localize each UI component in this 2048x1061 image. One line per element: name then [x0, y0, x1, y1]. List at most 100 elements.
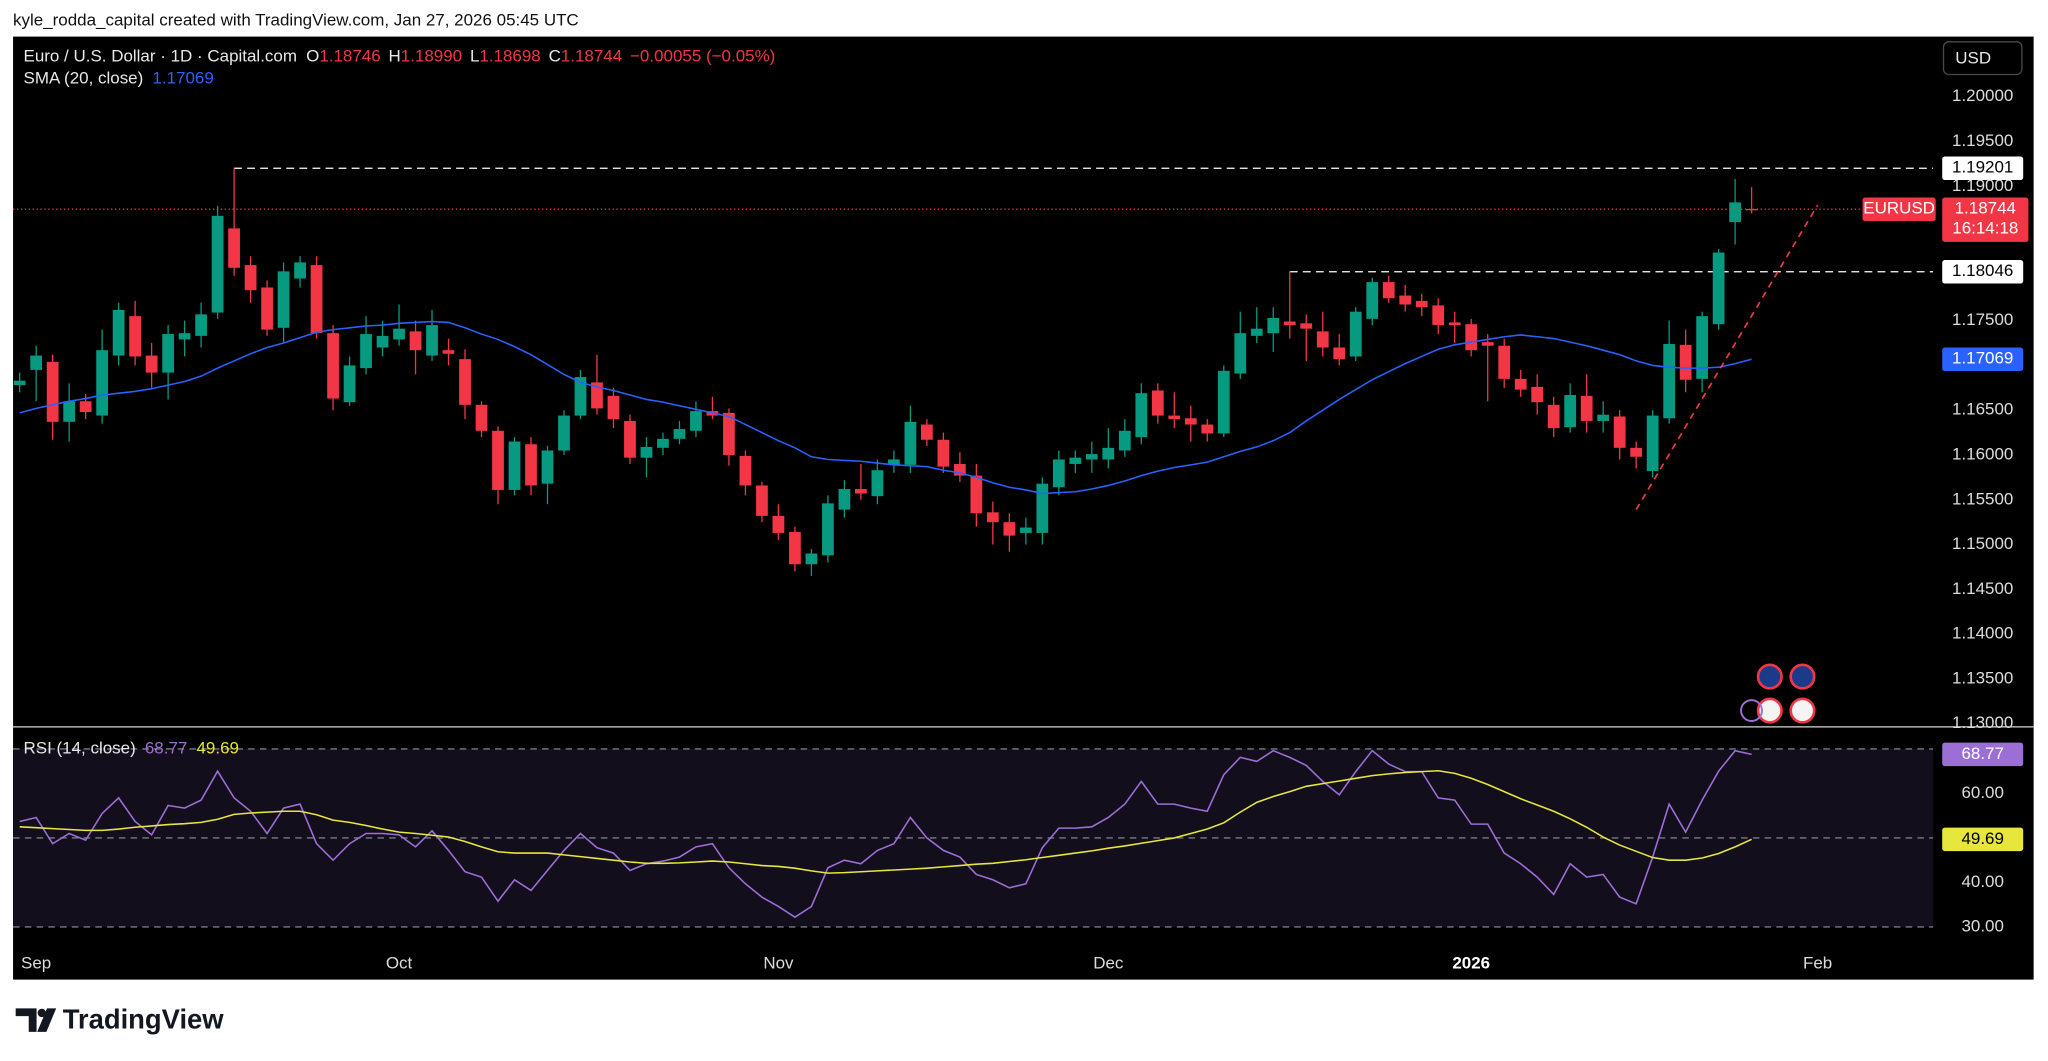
candle-body — [145, 355, 158, 373]
change-value: −0.00055 (−0.05%) — [630, 47, 775, 66]
candle-body — [1283, 321, 1296, 326]
candle-body — [178, 333, 191, 340]
legend-line: RSI (14, close) 68.77 49.69 — [24, 739, 239, 758]
candle-body — [1415, 300, 1428, 308]
legend-line: SMA (20, close) 1.17069 — [24, 69, 214, 88]
y-tick-label: 60.00 — [1961, 783, 2003, 802]
candle-body — [228, 228, 240, 268]
candle-body — [1003, 522, 1016, 536]
event-icon[interactable] — [1789, 697, 1816, 724]
candle-body — [822, 503, 834, 556]
event-icon[interactable] — [1756, 663, 1783, 690]
series-tag-label: 1.17069 — [1952, 349, 2013, 368]
candle-body — [1234, 333, 1247, 374]
candle-body — [1448, 322, 1461, 326]
candle-body — [1630, 447, 1643, 457]
candle-body — [327, 333, 339, 399]
series-tag — [1942, 827, 2024, 852]
currency-button[interactable]: USD — [1942, 41, 2023, 76]
series-line — [19, 749, 1752, 919]
credit: kyle_rodda_capital created with TradingV… — [13, 10, 579, 29]
event-icon[interactable] — [1740, 699, 1763, 722]
event-icons — [1740, 663, 1816, 724]
level-tag-label: 1.19201 — [1952, 158, 2013, 177]
candle-body — [739, 455, 752, 486]
candle-body — [1481, 342, 1494, 346]
candle-body — [129, 316, 142, 357]
y-tick-label: 1.15000 — [1952, 534, 2013, 553]
candle-body — [360, 334, 372, 369]
candle-body — [442, 350, 455, 354]
candle-body — [1564, 394, 1577, 428]
candle-body — [13, 380, 26, 386]
candle-body — [673, 429, 686, 439]
candle-body — [79, 401, 92, 412]
candle-body — [1300, 323, 1313, 329]
candle-body — [1118, 430, 1131, 451]
currency-label[interactable]: USD — [1955, 48, 1991, 67]
candle-body — [1547, 404, 1560, 429]
x-tick-label: Dec — [1093, 953, 1124, 972]
series-value: 49.69 — [196, 739, 238, 758]
logo-mark — [37, 1008, 57, 1032]
candle-body — [690, 411, 702, 431]
series-tag-label: 68.77 — [1961, 744, 2003, 763]
candle-body — [492, 430, 504, 490]
series-value: 68.77 — [145, 739, 187, 758]
candle-body — [1201, 424, 1214, 434]
candle-body — [376, 335, 389, 348]
candle-body — [1696, 316, 1709, 379]
currency-box[interactable] — [1942, 41, 2023, 76]
candle-body — [1366, 282, 1379, 319]
level-tag-label: 1.18046 — [1952, 261, 2013, 280]
candle-body — [393, 328, 405, 340]
candle-body — [1465, 324, 1478, 351]
event-icon[interactable] — [1789, 663, 1816, 690]
candle-body — [426, 325, 438, 356]
candle-body — [1663, 343, 1676, 419]
candle-body — [838, 489, 851, 510]
y-tick-label: 40.00 — [1961, 872, 2003, 891]
x-tick-label: Nov — [763, 953, 794, 972]
candle-body — [1085, 454, 1098, 460]
trendline — [1635, 204, 1819, 511]
logo-mark — [37, 1008, 46, 1018]
candle-body — [1432, 305, 1445, 326]
candle-body — [937, 439, 950, 467]
candle-body — [46, 361, 59, 422]
y-tick-label: 30.00 — [1961, 916, 2003, 935]
brand-logo — [15, 1008, 57, 1032]
candle-body — [1514, 378, 1527, 390]
y-tick-label: 1.13000 — [1952, 713, 2013, 732]
symbol-tag-label: EURUSD — [1863, 199, 1935, 218]
candle-body — [1712, 252, 1725, 325]
price-tag — [1942, 197, 2029, 242]
candle-body — [1729, 202, 1742, 223]
candle-body — [1580, 395, 1593, 421]
candle-body — [63, 401, 76, 422]
y-tick-label: 1.16000 — [1952, 444, 2013, 463]
series-tag-label: 49.69 — [1961, 829, 2003, 848]
symbol-tag — [1862, 197, 1936, 221]
candle-body — [1597, 414, 1610, 421]
candle-body — [855, 489, 867, 494]
candle-body — [1613, 416, 1626, 448]
event-icon[interactable] — [1756, 697, 1783, 724]
level-tag — [1942, 156, 2024, 181]
candle-body — [294, 262, 306, 279]
candle-body — [640, 446, 653, 458]
candle-body — [1250, 328, 1263, 336]
candle-body — [970, 475, 983, 514]
candle-body — [277, 271, 290, 328]
candle-body — [1646, 415, 1659, 472]
candle-body — [508, 441, 521, 490]
candle-body — [805, 553, 818, 565]
series-name: SMA (20, close) — [24, 69, 144, 88]
logo-mark — [15, 1008, 37, 1032]
candle-body — [888, 459, 900, 465]
candle-body — [1745, 209, 1758, 211]
candle-body — [1019, 527, 1032, 533]
candle-body — [1036, 483, 1049, 533]
candle-body — [1168, 415, 1181, 420]
